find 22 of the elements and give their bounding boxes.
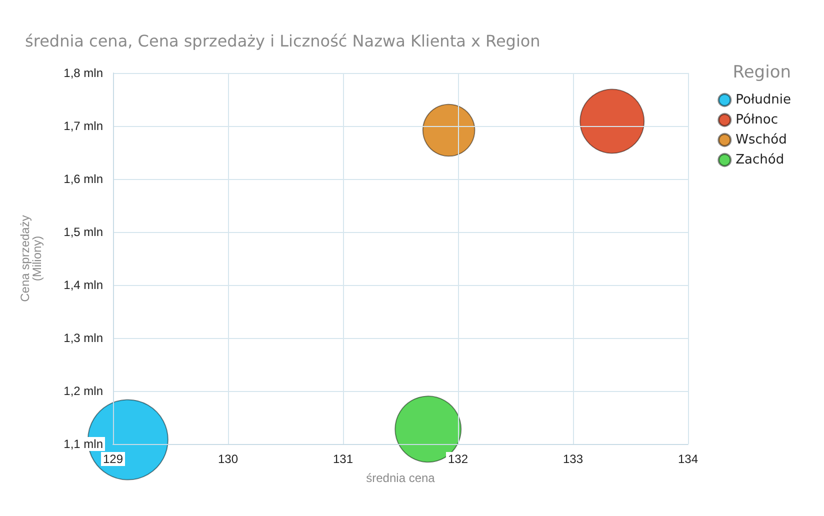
x-tick-label: 130 <box>218 452 238 466</box>
y-tick-label: 1,6 mln <box>64 172 103 186</box>
x-axis-title: średnia cena <box>366 471 436 485</box>
legend-label: Południe <box>736 92 792 108</box>
chart-title: średnia cena, Cena sprzedaży i Liczność Nazwa Klienta x Region <box>25 32 540 50</box>
x-tick-label: 132 <box>448 452 468 466</box>
legend-label: Północ <box>736 112 778 128</box>
x-tick-label: 134 <box>678 452 698 466</box>
y-tick-label: 1,8 mln <box>64 66 103 80</box>
y-tick-label: 1,1 mln <box>64 437 103 451</box>
y-tick-label: 1,7 mln <box>64 119 103 133</box>
y-axis-title: Cena sprzedaży (Miliony) <box>18 215 44 302</box>
x-tick-label: 129 <box>102 452 124 466</box>
y-tick-label: 1,3 mln <box>64 331 103 345</box>
legend-label: Wschód <box>736 132 787 148</box>
x-tick-label: 131 <box>332 452 354 466</box>
legend-label: Zachód <box>736 152 784 168</box>
y-tick-label: 1,5 mln <box>64 225 103 239</box>
x-tick-label: 133 <box>562 452 584 466</box>
y-tick-label: 1,4 mln <box>64 278 103 292</box>
y-tick-label: 1,2 mln <box>64 384 103 398</box>
legend-title: Region <box>732 62 792 82</box>
